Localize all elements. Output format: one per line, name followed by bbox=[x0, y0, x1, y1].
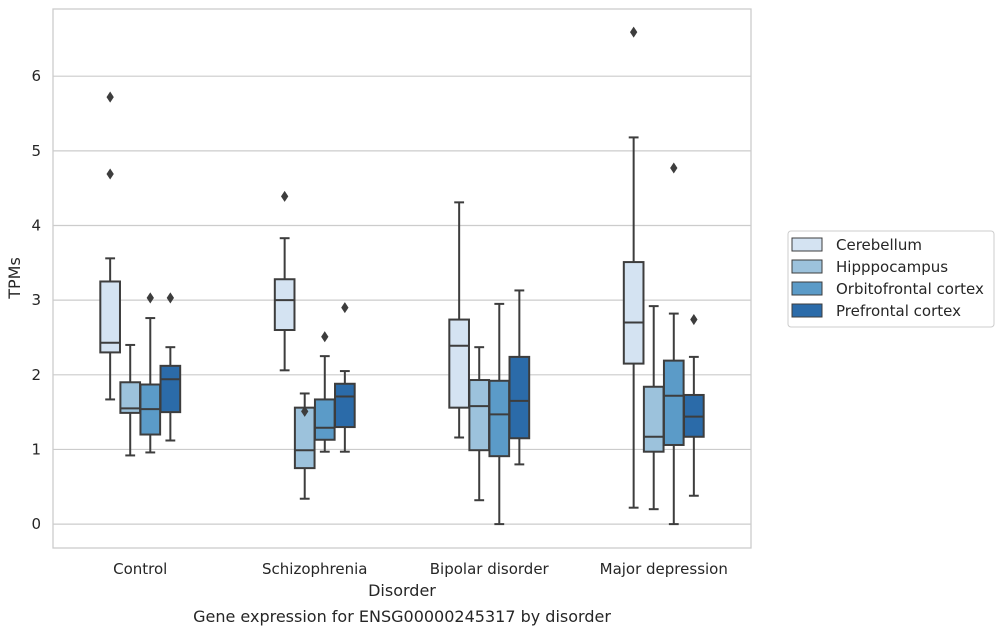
box-cerebellum bbox=[448, 201, 470, 439]
chart-caption: Gene expression for ENSG00000245317 by d… bbox=[193, 607, 611, 626]
outlier-marker bbox=[106, 91, 114, 103]
outlier-marker bbox=[301, 405, 309, 417]
y-tick-labels: 0 1 2 3 4 5 6 bbox=[31, 67, 41, 533]
box-prefrontal-cortex bbox=[334, 302, 356, 453]
iqr-box bbox=[622, 261, 645, 365]
iqr-box bbox=[508, 355, 531, 440]
plot-frame bbox=[52, 8, 752, 549]
legend-swatch bbox=[791, 259, 823, 274]
y-tick-label: 1 bbox=[31, 440, 41, 458]
outlier-marker bbox=[146, 292, 154, 304]
x-axis-title: Disorder bbox=[368, 581, 436, 600]
iqr-box bbox=[99, 280, 121, 354]
x-tick-label: Bipolar disorder bbox=[430, 560, 550, 578]
iqr-box bbox=[488, 379, 511, 458]
y-tick-label: 0 bbox=[31, 515, 41, 533]
outlier-marker bbox=[106, 168, 114, 180]
legend-swatch bbox=[791, 303, 823, 318]
y-tick-label: 5 bbox=[31, 142, 41, 160]
legend-label: Orbitofrontal cortex bbox=[836, 280, 984, 298]
y-tick-label: 3 bbox=[31, 291, 41, 309]
x-tick-label: Control bbox=[113, 560, 167, 578]
box-cerebellum bbox=[99, 91, 121, 401]
box-prefrontal-cortex bbox=[683, 314, 705, 497]
box-cerebellum bbox=[622, 26, 645, 509]
legend-label: Cerebellum bbox=[836, 236, 922, 254]
box-prefrontal-cortex bbox=[159, 292, 182, 442]
iqr-box bbox=[273, 278, 296, 332]
x-tick-label: Major depression bbox=[600, 560, 728, 578]
iqr-box bbox=[313, 398, 336, 441]
plot-area bbox=[53, 9, 751, 548]
legend: Cerebellum Hipppocampus Orbitofrontal cort… bbox=[787, 230, 995, 328]
y-tick-label: 6 bbox=[31, 67, 41, 85]
outlier-marker bbox=[280, 190, 289, 202]
iqr-box bbox=[448, 318, 470, 409]
legend-label: Hipppocampus bbox=[836, 258, 948, 276]
outlier-marker bbox=[690, 314, 698, 326]
y-tick-label: 2 bbox=[31, 366, 41, 384]
x-tick-label: Schizophrenia bbox=[262, 560, 367, 578]
outlier-marker bbox=[629, 26, 638, 38]
outlier-marker bbox=[166, 292, 175, 304]
box-orbitofrontal-cortex bbox=[139, 292, 162, 454]
box-series bbox=[99, 26, 705, 526]
iqr-box bbox=[159, 364, 182, 414]
legend-label: Prefrontal cortex bbox=[836, 302, 961, 320]
y-tick-label: 4 bbox=[31, 216, 41, 234]
iqr-box bbox=[468, 379, 491, 452]
outlier-marker bbox=[670, 162, 678, 174]
legend-swatch bbox=[791, 281, 823, 296]
box-cerebellum bbox=[273, 190, 296, 372]
iqr-box bbox=[642, 385, 665, 453]
y-axis-title: TPMs bbox=[5, 257, 24, 300]
box-prefrontal-cortex bbox=[508, 289, 531, 466]
x-tick-labels: Control Schizophrenia Bipolar disorder Majo… bbox=[113, 560, 728, 578]
box-hipppocampus bbox=[642, 305, 665, 511]
outlier-marker bbox=[321, 331, 329, 343]
legend-frame bbox=[787, 230, 995, 328]
outlier-marker bbox=[341, 302, 349, 314]
legend-swatch bbox=[791, 237, 823, 252]
iqr-box bbox=[334, 382, 356, 429]
box-hipppocampus bbox=[119, 343, 142, 457]
box-orbitofrontal-cortex bbox=[488, 302, 511, 526]
iqr-box bbox=[662, 359, 685, 446]
